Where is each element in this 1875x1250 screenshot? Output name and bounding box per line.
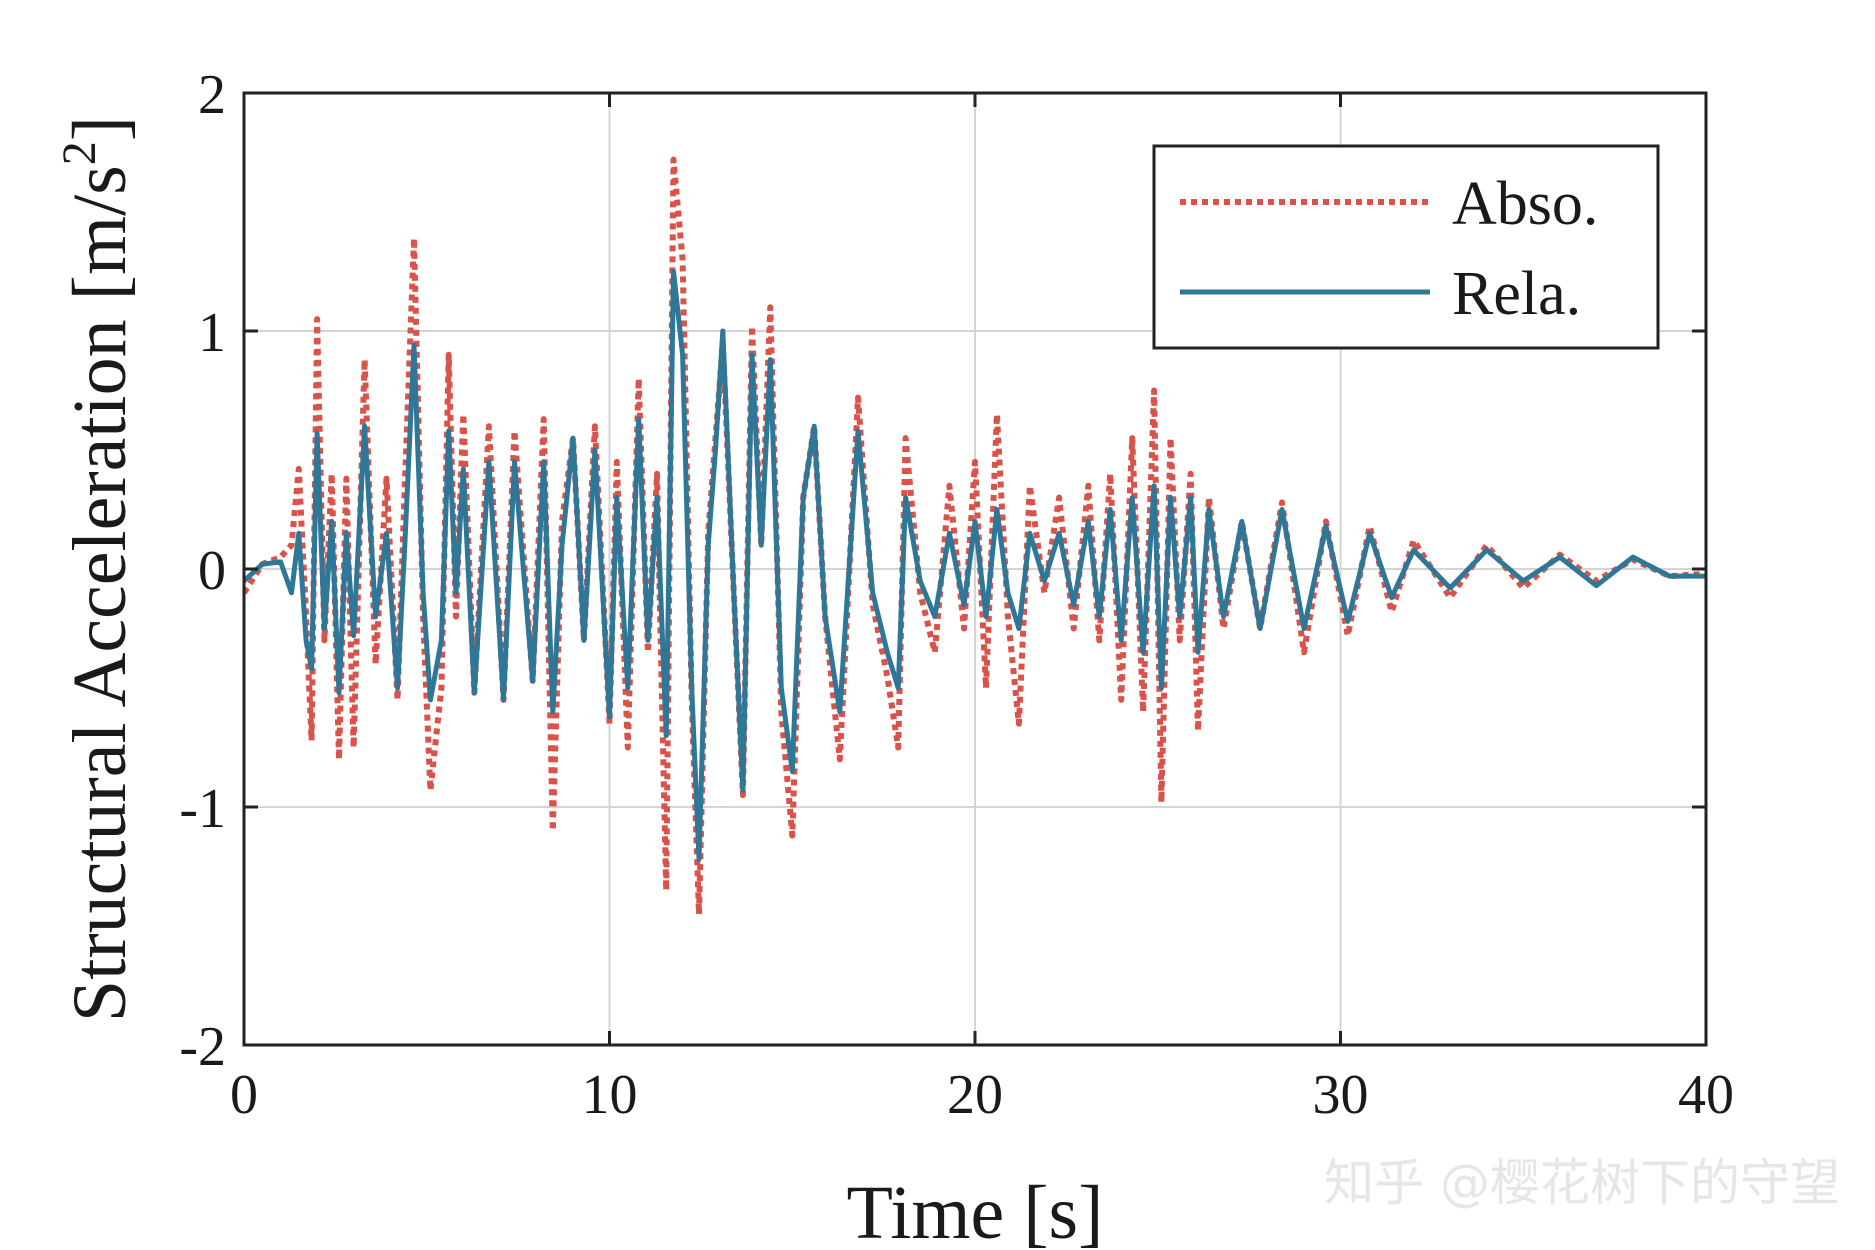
- legend: Abso. Rela.: [1152, 144, 1660, 350]
- y-tick-label: 1: [198, 302, 226, 364]
- x-tick-label: 10: [582, 1064, 638, 1126]
- y-tick-label: 2: [198, 64, 226, 126]
- y-tick-label: 0: [198, 540, 226, 602]
- x-tick-label: 20: [947, 1064, 1003, 1126]
- x-tick-label: 0: [230, 1064, 258, 1126]
- legend-label-rela: Rela.: [1452, 260, 1581, 328]
- y-axis-title-main: Structural Acceleration [m/s: [58, 165, 142, 1022]
- y-tick-label: -2: [179, 1016, 226, 1078]
- watermark: 知乎 @樱花树下的守望: [1324, 1154, 1840, 1212]
- x-tick-label: 30: [1313, 1064, 1369, 1126]
- y-axis-title: Structural Acceleration [m/s2]: [53, 116, 142, 1022]
- y-tick-labels: -2 -1 0 1 2: [179, 64, 226, 1078]
- series-line-rela: [244, 269, 1706, 862]
- x-axis-title: Time [s]: [847, 1171, 1104, 1250]
- x-tick-label: 40: [1678, 1064, 1734, 1126]
- y-tick-label: -1: [179, 778, 226, 840]
- legend-box: [1152, 144, 1660, 350]
- legend-label-abso: Abso.: [1452, 170, 1598, 238]
- x-tick-labels: 0 10 20 30 40: [230, 1064, 1734, 1126]
- y-axis-title-close: ]: [58, 116, 142, 141]
- series-layer: [244, 156, 1706, 918]
- y-axis-title-superscript: 2: [53, 141, 106, 165]
- axis-ticks: [242, 91, 1708, 1047]
